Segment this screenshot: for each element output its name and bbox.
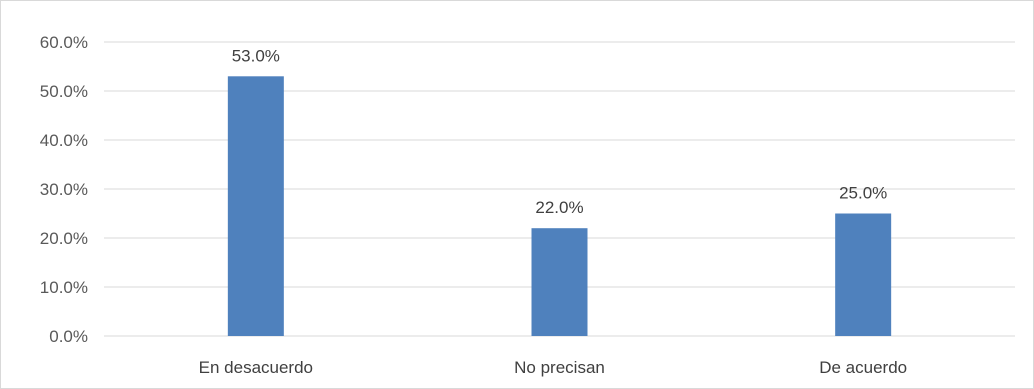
bar [531, 228, 588, 336]
bar [227, 76, 284, 337]
data-label: 53.0% [232, 46, 280, 65]
y-tick-label: 50.0% [40, 82, 88, 101]
bar [835, 213, 892, 336]
y-tick-label: 10.0% [40, 278, 88, 297]
y-tick-label: 40.0% [40, 131, 88, 150]
y-tick-label: 30.0% [40, 180, 88, 199]
x-axis-categories: En desacuerdo No precisan De acuerdo [199, 358, 907, 377]
data-labels: 53.0% 22.0% 25.0% [232, 46, 888, 217]
data-label: 22.0% [535, 198, 583, 217]
category-label: No precisan [514, 358, 605, 377]
bars [227, 76, 892, 337]
category-label: En desacuerdo [199, 358, 313, 377]
y-tick-label: 60.0% [40, 33, 88, 52]
y-tick-label: 0.0% [49, 327, 88, 346]
y-tick-label: 20.0% [40, 229, 88, 248]
data-label: 25.0% [839, 184, 887, 203]
y-axis-ticks: 0.0% 10.0% 20.0% 30.0% 40.0% 50.0% 60.0% [40, 33, 88, 346]
category-label: De acuerdo [819, 358, 907, 377]
